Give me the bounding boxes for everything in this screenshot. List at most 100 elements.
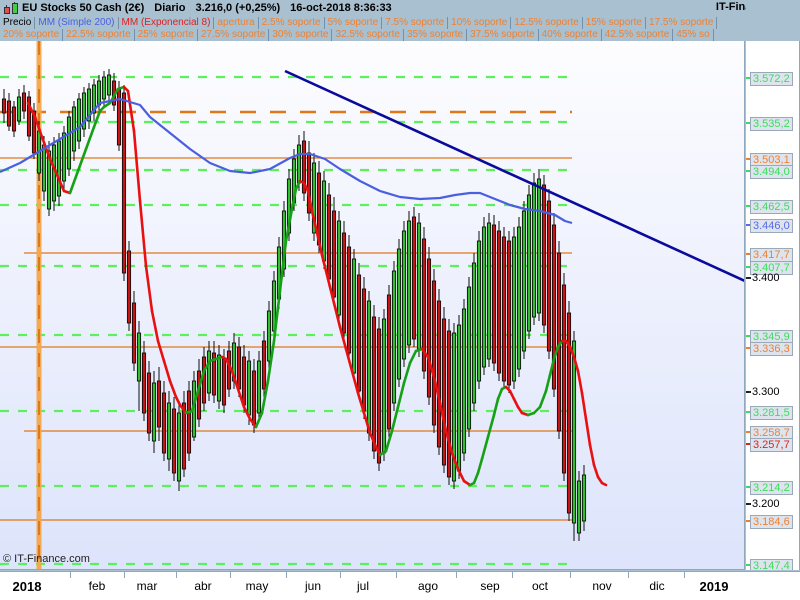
time-axis-label: feb [88, 579, 106, 593]
ma-exponential-8-segment [356, 391, 366, 415]
legend-item[interactable]: 12.5% soporte [511, 17, 583, 29]
ma-exponential-8-segment [438, 401, 448, 433]
candle-body [161, 392, 167, 454]
legend-item[interactable]: apertura [214, 17, 259, 29]
candle-body [121, 92, 127, 274]
candle-body [101, 76, 107, 100]
ma-exponential-8-segment [350, 369, 360, 395]
price-axis-label: 3.462,5 [750, 200, 793, 214]
price-axis-label: 3.494,0 [750, 165, 793, 179]
candle-body [136, 332, 142, 382]
price-tick [746, 170, 751, 172]
candle-body [301, 140, 307, 194]
legend-item[interactable]: 10% soporte [448, 17, 512, 29]
ma-exponential-8-segment [362, 411, 372, 435]
candle-body [346, 246, 352, 354]
candle-body [581, 474, 587, 522]
legend-item[interactable]: MM (Exponencial 8) [119, 17, 215, 29]
ma-exponential-8-segment [402, 361, 412, 385]
candle-body [181, 402, 187, 470]
price-tick [746, 411, 751, 413]
price-axis-label: 3.446,0 [750, 219, 793, 233]
candle-body [441, 318, 447, 466]
candle-body [476, 240, 482, 382]
price-axis-label: 3.200 [752, 498, 780, 510]
legend-item[interactable]: Precio [0, 17, 36, 29]
legend-item[interactable]: 45% so [673, 29, 714, 41]
chart-plot-area[interactable]: © IT-Finance.com [0, 41, 745, 570]
price-axis-label: 3.258,7 [750, 426, 793, 440]
candle-body [361, 288, 367, 412]
price-axis-label: 3.184,6 [750, 515, 793, 529]
candle-body [331, 210, 337, 298]
candle-body [411, 216, 417, 340]
legend-item[interactable]: 27.5% soporte [198, 29, 270, 41]
ma-exponential-8-segment [126, 89, 136, 133]
ma-exponential-8-segment [480, 435, 490, 461]
legend-item[interactable]: 30% soporte [269, 29, 333, 41]
ma-exponential-8-segment [476, 457, 484, 475]
candle-body [221, 358, 227, 406]
candle-body [391, 270, 397, 404]
candle-body [141, 352, 147, 414]
ma-exponential-8-segment [242, 405, 252, 421]
price-tick [746, 335, 751, 337]
legend-item[interactable]: 15% soporte [583, 17, 646, 29]
time-axis-separator [396, 572, 397, 578]
titlebar: EU Stocks 50 Cash (2€) Diario 3.216,0 (+0,… [0, 0, 800, 16]
ma-exponential-8-segment [92, 109, 102, 129]
candle-body [321, 180, 327, 262]
price-tick [746, 77, 751, 79]
ma-exponential-8-segment [174, 395, 182, 407]
legend-item[interactable]: 40% soporte [539, 29, 602, 41]
indicator-legend-row-1: Precio MM (Simple 200) MM (Exponencial 8) a… [0, 17, 800, 29]
legend-item[interactable]: MM (Simple 200) [35, 17, 119, 29]
ma-exponential-8-segment [202, 359, 212, 373]
candle-body [471, 262, 477, 404]
legend-item[interactable]: 42.5% soporte [602, 29, 674, 41]
legend-item[interactable]: 2.5% soporte [259, 17, 325, 29]
legend-item[interactable]: 17.5% soporte [646, 17, 718, 29]
time-axis-label: 2019 [699, 579, 729, 594]
legend-item[interactable]: 25% soporte [135, 29, 198, 41]
price-axis-label: 3.300 [752, 386, 780, 398]
ma-exponential-8-segment [76, 147, 88, 173]
legend-item[interactable]: 5% soporte [325, 17, 383, 29]
ma-exponential-8-segment [306, 189, 314, 213]
ma-exponential-8-segment [302, 181, 310, 193]
legend-item[interactable]: 37.5% soporte [467, 29, 539, 41]
legend-item[interactable]: 32.5% soporte [332, 29, 404, 41]
ma-exponential-8-segment [544, 373, 552, 393]
ma-exponential-8-segment [84, 125, 96, 151]
price-tick [746, 205, 751, 207]
price-axis[interactable]: 3.572,2 3.535,2 3.503,1 3.494,0 3.462,5 3.446… [746, 41, 800, 570]
price-tick [746, 224, 751, 226]
legend-item[interactable]: 35% soporte [404, 29, 468, 41]
candle-body [326, 194, 332, 280]
candle-body [246, 360, 252, 416]
ma-exponential-8-segment [456, 467, 466, 483]
candle-body [56, 140, 62, 197]
price-axis-label: 3.572,2 [750, 72, 793, 86]
candle-body [241, 356, 247, 406]
legend-item[interactable]: 7.5% soporte [382, 17, 449, 29]
price-axis-label: 3.257,7 [750, 438, 793, 452]
candle-body [551, 224, 557, 390]
candle-body [11, 106, 17, 132]
candle-body [211, 352, 217, 396]
ma-exponential-8-segment [548, 357, 556, 377]
candle-body [446, 330, 452, 478]
time-axis-separator [230, 572, 231, 578]
downtrend-resistance-line [284, 69, 744, 282]
ma-exponential-8-segment [33, 115, 44, 139]
candle-body [116, 88, 122, 146]
time-axis-label: nov [592, 579, 612, 593]
legend-item[interactable]: 20% soporte [0, 29, 64, 41]
price-tick [746, 503, 751, 505]
candle-body [311, 162, 317, 234]
legend-item[interactable]: 22.5% soporte [63, 29, 135, 41]
ma-exponential-8-segment [600, 481, 608, 487]
candle-body [466, 286, 472, 430]
time-axis[interactable]: 2018 feb mar abr may jun jul ago sep oct nov dic 201… [0, 571, 800, 600]
price-axis-label: 3.407,7 [750, 261, 793, 275]
